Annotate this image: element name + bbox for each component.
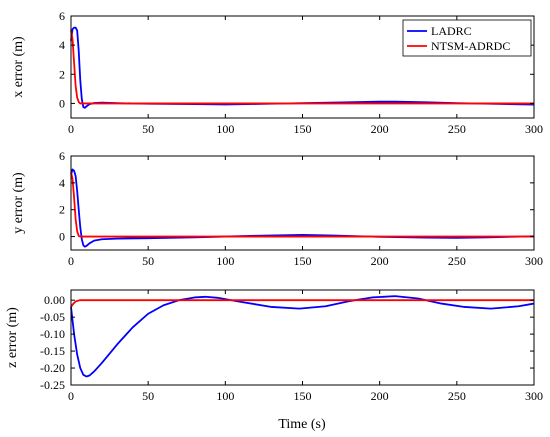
panel-3: 0 50 100 150 200 250 300 0.00 -0.05 -0.10 -0.15 -0.…: [5, 289, 543, 403]
y-tick-label: -0.20: [40, 361, 65, 375]
x-tick-label: 50: [142, 389, 154, 403]
x-tick-label: 200: [371, 122, 389, 136]
legend-box: [402, 19, 532, 57]
y-tick-label: 6: [59, 149, 65, 163]
y-tick-label: 6: [59, 9, 65, 23]
x-tick-label: 0: [68, 389, 74, 403]
x-tick-label: 200: [371, 254, 389, 268]
series-line-ntsm-adrdc: [70, 299, 534, 308]
y-tick-label: 0: [59, 230, 65, 244]
x-tick-label: 0: [68, 254, 74, 268]
x-axis-label: Time (s): [278, 417, 326, 432]
y-tick-label: 4: [59, 38, 65, 52]
y-tick-label: 0.00: [44, 293, 65, 307]
y-axis-label: z error (m): [5, 307, 20, 368]
x-tick-label: 300: [525, 122, 543, 136]
panel-2: 0 50 100 150 200 250 300 0 2 4 6 y error (m): [11, 149, 543, 268]
series-line-ntsm-adrdc: [70, 171, 534, 238]
y-tick-label: -0.05: [40, 310, 65, 324]
y-axis-label: y error (m): [11, 172, 26, 234]
y-tick-label: -0.25: [40, 378, 65, 392]
x-tick-label: 100: [216, 389, 234, 403]
series-line-ladrc: [70, 295, 535, 378]
x-tick-label: 250: [448, 122, 466, 136]
plot-frame: [70, 289, 535, 386]
x-tick-label: 150: [294, 122, 312, 136]
y-tick-label: 0: [59, 96, 65, 110]
x-tick-label: 250: [448, 254, 466, 268]
x-tick-label: 150: [294, 389, 312, 403]
x-tick-label: 300: [525, 389, 543, 403]
y-tick-label: -0.15: [40, 344, 65, 358]
panel-1: 0 50 100 150 200 250 300 0 2 4 6 x error (m) LADRCNT…: [11, 9, 543, 136]
x-tick-label: 200: [371, 389, 389, 403]
x-tick-label: 300: [525, 254, 543, 268]
x-tick-label: 50: [142, 254, 154, 268]
x-tick-label: 150: [294, 254, 312, 268]
y-tick-label: 2: [59, 67, 65, 81]
x-tick-label: 100: [216, 122, 234, 136]
legend-label-ladrc: LADRC: [431, 24, 472, 38]
y-tick-label: -0.10: [40, 327, 65, 341]
series-line-ladrc: [70, 168, 535, 248]
x-tick-label: 50: [142, 122, 154, 136]
x-tick-label: 100: [216, 254, 234, 268]
x-tick-label: 0: [68, 122, 74, 136]
y-tick-label: 2: [59, 203, 65, 217]
y-tick-label: 4: [59, 176, 65, 190]
series-line-ntsm-adrdc: [70, 30, 534, 105]
x-tick-label: 250: [448, 389, 466, 403]
y-axis-label: x error (m): [11, 36, 26, 98]
legend-label-ntsm-adrdc: NTSM-ADRDC: [431, 39, 510, 53]
